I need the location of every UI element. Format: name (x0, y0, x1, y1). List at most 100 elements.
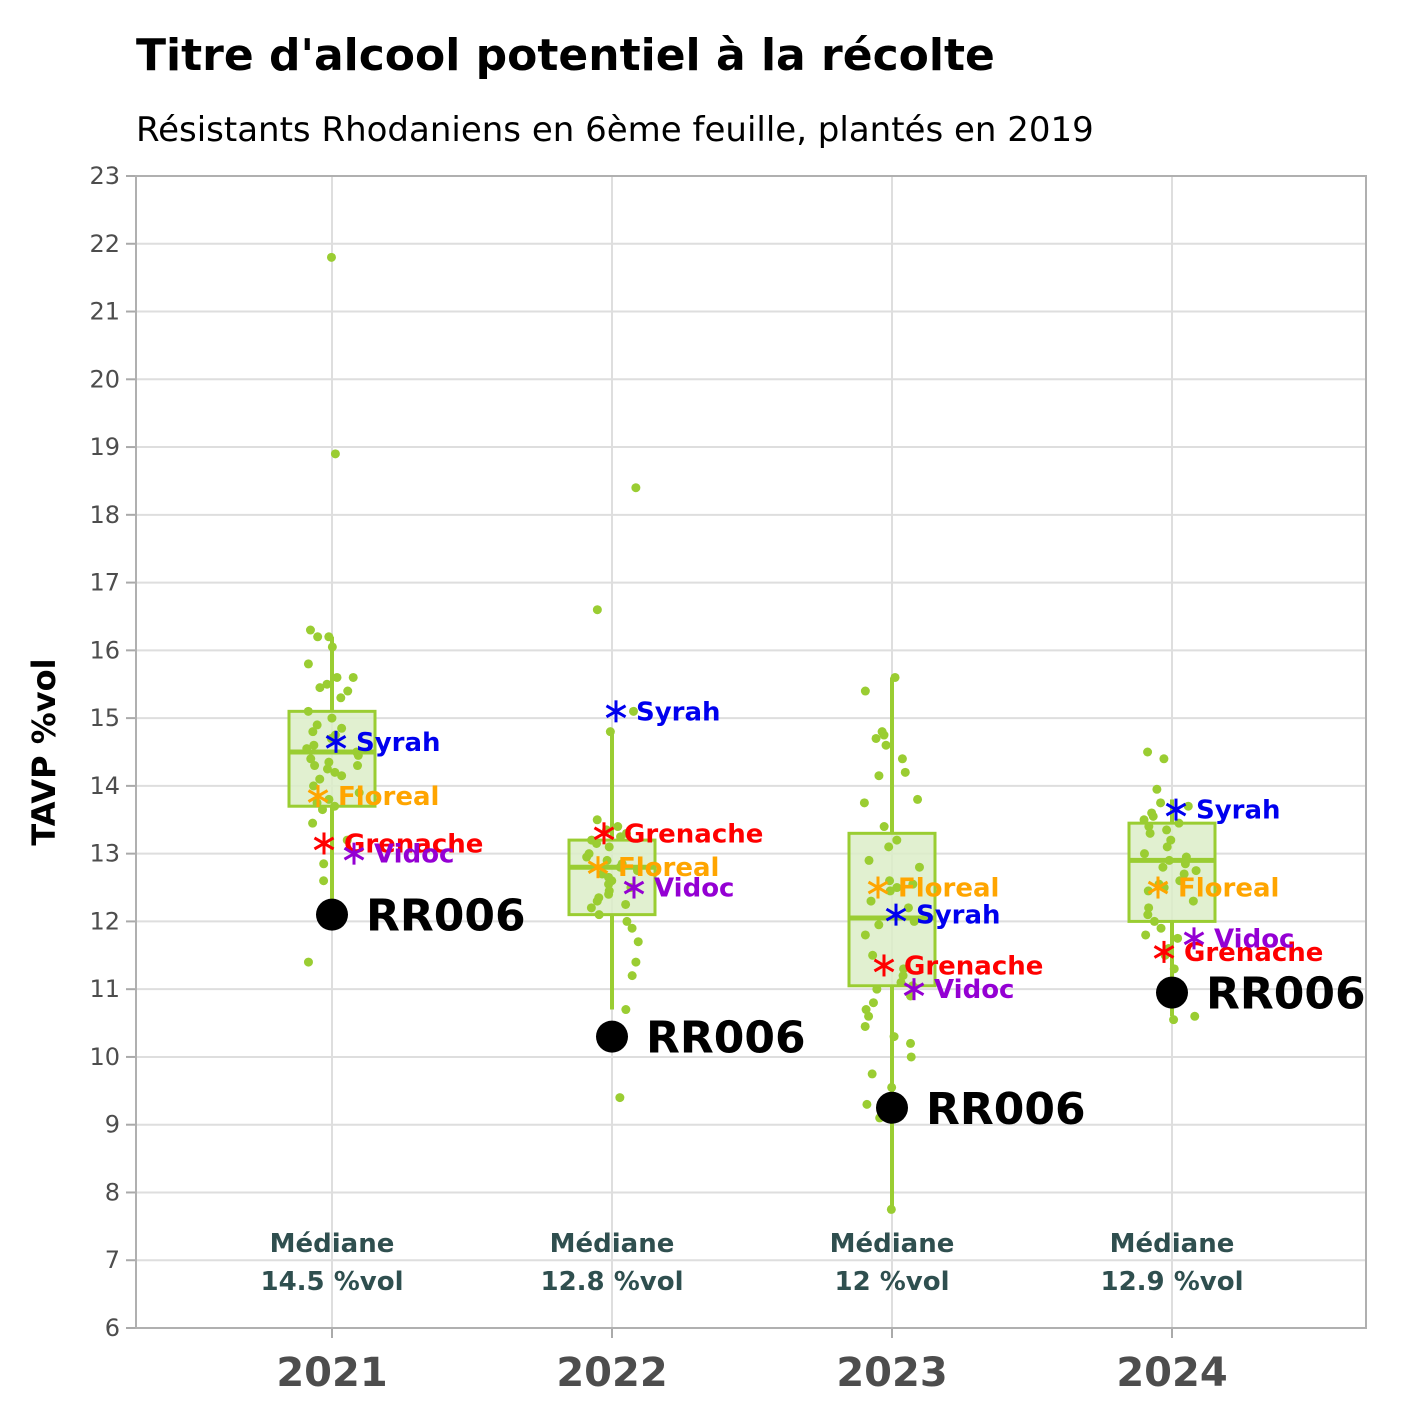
jitter-point (633, 937, 643, 947)
jitter-point (1159, 754, 1169, 764)
reference-marker (623, 876, 645, 899)
reference-label: Syrah (1196, 796, 1281, 826)
jitter-point (616, 832, 626, 842)
y-tick-label: 23 (89, 162, 120, 190)
jitter-point (1143, 910, 1153, 920)
jitter-point (868, 998, 878, 1008)
jitter-point (306, 754, 316, 764)
jitter-point (889, 1032, 899, 1042)
y-tick-label: 20 (89, 365, 120, 393)
jitter-point (302, 744, 312, 754)
jitter-point (887, 1082, 897, 1092)
jitter-point (615, 862, 625, 872)
reference-label: Grenache (344, 829, 483, 859)
chart-subtitle: Résistants Rhodaniens en 6ème feuille, p… (136, 110, 1094, 150)
reference-label: Floreal (1178, 874, 1279, 904)
jitter-point (337, 771, 347, 781)
y-tick-label: 7 (105, 1246, 120, 1274)
jitter-point (605, 727, 615, 737)
jitter-point (1191, 866, 1201, 876)
jitter-point (621, 899, 631, 909)
reference-label: Syrah (356, 728, 441, 758)
jitter-point (860, 686, 870, 696)
jitter-point (336, 693, 346, 703)
jitter-point (898, 971, 908, 981)
jitter-point (326, 252, 336, 262)
reference-marker (1183, 927, 1205, 950)
jitter-point (592, 838, 602, 848)
jitter-point (1144, 822, 1154, 832)
median-annotation-title: Médiane (270, 1229, 395, 1259)
jitter-point (1175, 876, 1185, 886)
jitter-point (586, 903, 596, 913)
y-tick-label: 18 (89, 501, 120, 529)
x-tick-label: 2024 (1116, 1350, 1227, 1396)
median-annotation-value: 12 %vol (834, 1267, 949, 1297)
highlight-label: RR006 (366, 891, 526, 942)
median-annotation-value: 14.5 %vol (261, 1267, 404, 1297)
jitter-point (1149, 916, 1159, 926)
jitter-point (1148, 811, 1158, 821)
jitter-point (1179, 869, 1189, 879)
jitter-point (343, 686, 353, 696)
highlight-point (316, 898, 348, 931)
reference-marker (325, 730, 347, 753)
jitter-point (909, 916, 919, 926)
jitter-point (631, 957, 641, 967)
jitter-point (594, 910, 604, 920)
jitter-point (867, 1069, 877, 1079)
y-tick-label: 8 (105, 1178, 120, 1206)
reference-marker (587, 856, 609, 879)
highlight-label: RR006 (1206, 969, 1366, 1020)
jitter-point (1169, 964, 1179, 974)
jitter-point (327, 642, 337, 652)
jitter-point (303, 659, 313, 669)
jitter-point (1164, 855, 1174, 865)
jitter-point (862, 1099, 872, 1109)
median-annotation-title: Médiane (550, 1229, 675, 1259)
jitter-point (308, 727, 318, 737)
jitter-point (886, 1204, 896, 1214)
reference-marker (307, 785, 329, 808)
jitter-point (353, 761, 363, 771)
jitter-point (354, 788, 364, 798)
jitter-point (1156, 798, 1166, 808)
reference-marker (605, 700, 627, 723)
y-tick-label: 17 (89, 569, 120, 597)
jitter-point (592, 605, 602, 615)
reference-label: Syrah (916, 901, 1001, 931)
jitter-point (310, 761, 320, 771)
median-annotation-value: 12.8 %vol (541, 1267, 684, 1297)
jitter-point (303, 957, 313, 967)
jitter-point (604, 889, 614, 899)
reference-marker (885, 903, 907, 926)
jitter-point (885, 886, 895, 896)
jitter-point (303, 706, 313, 716)
highlight-point (596, 1020, 628, 1053)
chart-title: Titre d'alcool potentiel à la récolte (136, 30, 995, 81)
reference-marker (867, 876, 889, 899)
jitter-point (1152, 784, 1162, 794)
jitter-point (900, 767, 910, 777)
reference-marker (873, 954, 895, 977)
jitter-point (903, 903, 913, 913)
jitter-point (1158, 862, 1168, 872)
highlight-point (876, 1091, 908, 1124)
jitter-point (315, 774, 325, 784)
jitter-point (582, 852, 592, 862)
jitter-point (319, 859, 329, 869)
jitter-point (327, 713, 337, 723)
y-tick-label: 15 (89, 704, 120, 732)
median-annotation-title: Médiane (1110, 1229, 1235, 1259)
jitter-point (613, 822, 623, 832)
y-tick-label: 16 (89, 636, 120, 664)
jitter-point (897, 754, 907, 764)
reference-marker (1147, 876, 1169, 899)
reference-marker (1165, 798, 1187, 821)
jitter-point (892, 883, 902, 893)
reference-label: Syrah (636, 697, 721, 727)
plot-border (135, 175, 1367, 1329)
jitter-point (337, 723, 347, 733)
jitter-point (906, 1038, 916, 1048)
